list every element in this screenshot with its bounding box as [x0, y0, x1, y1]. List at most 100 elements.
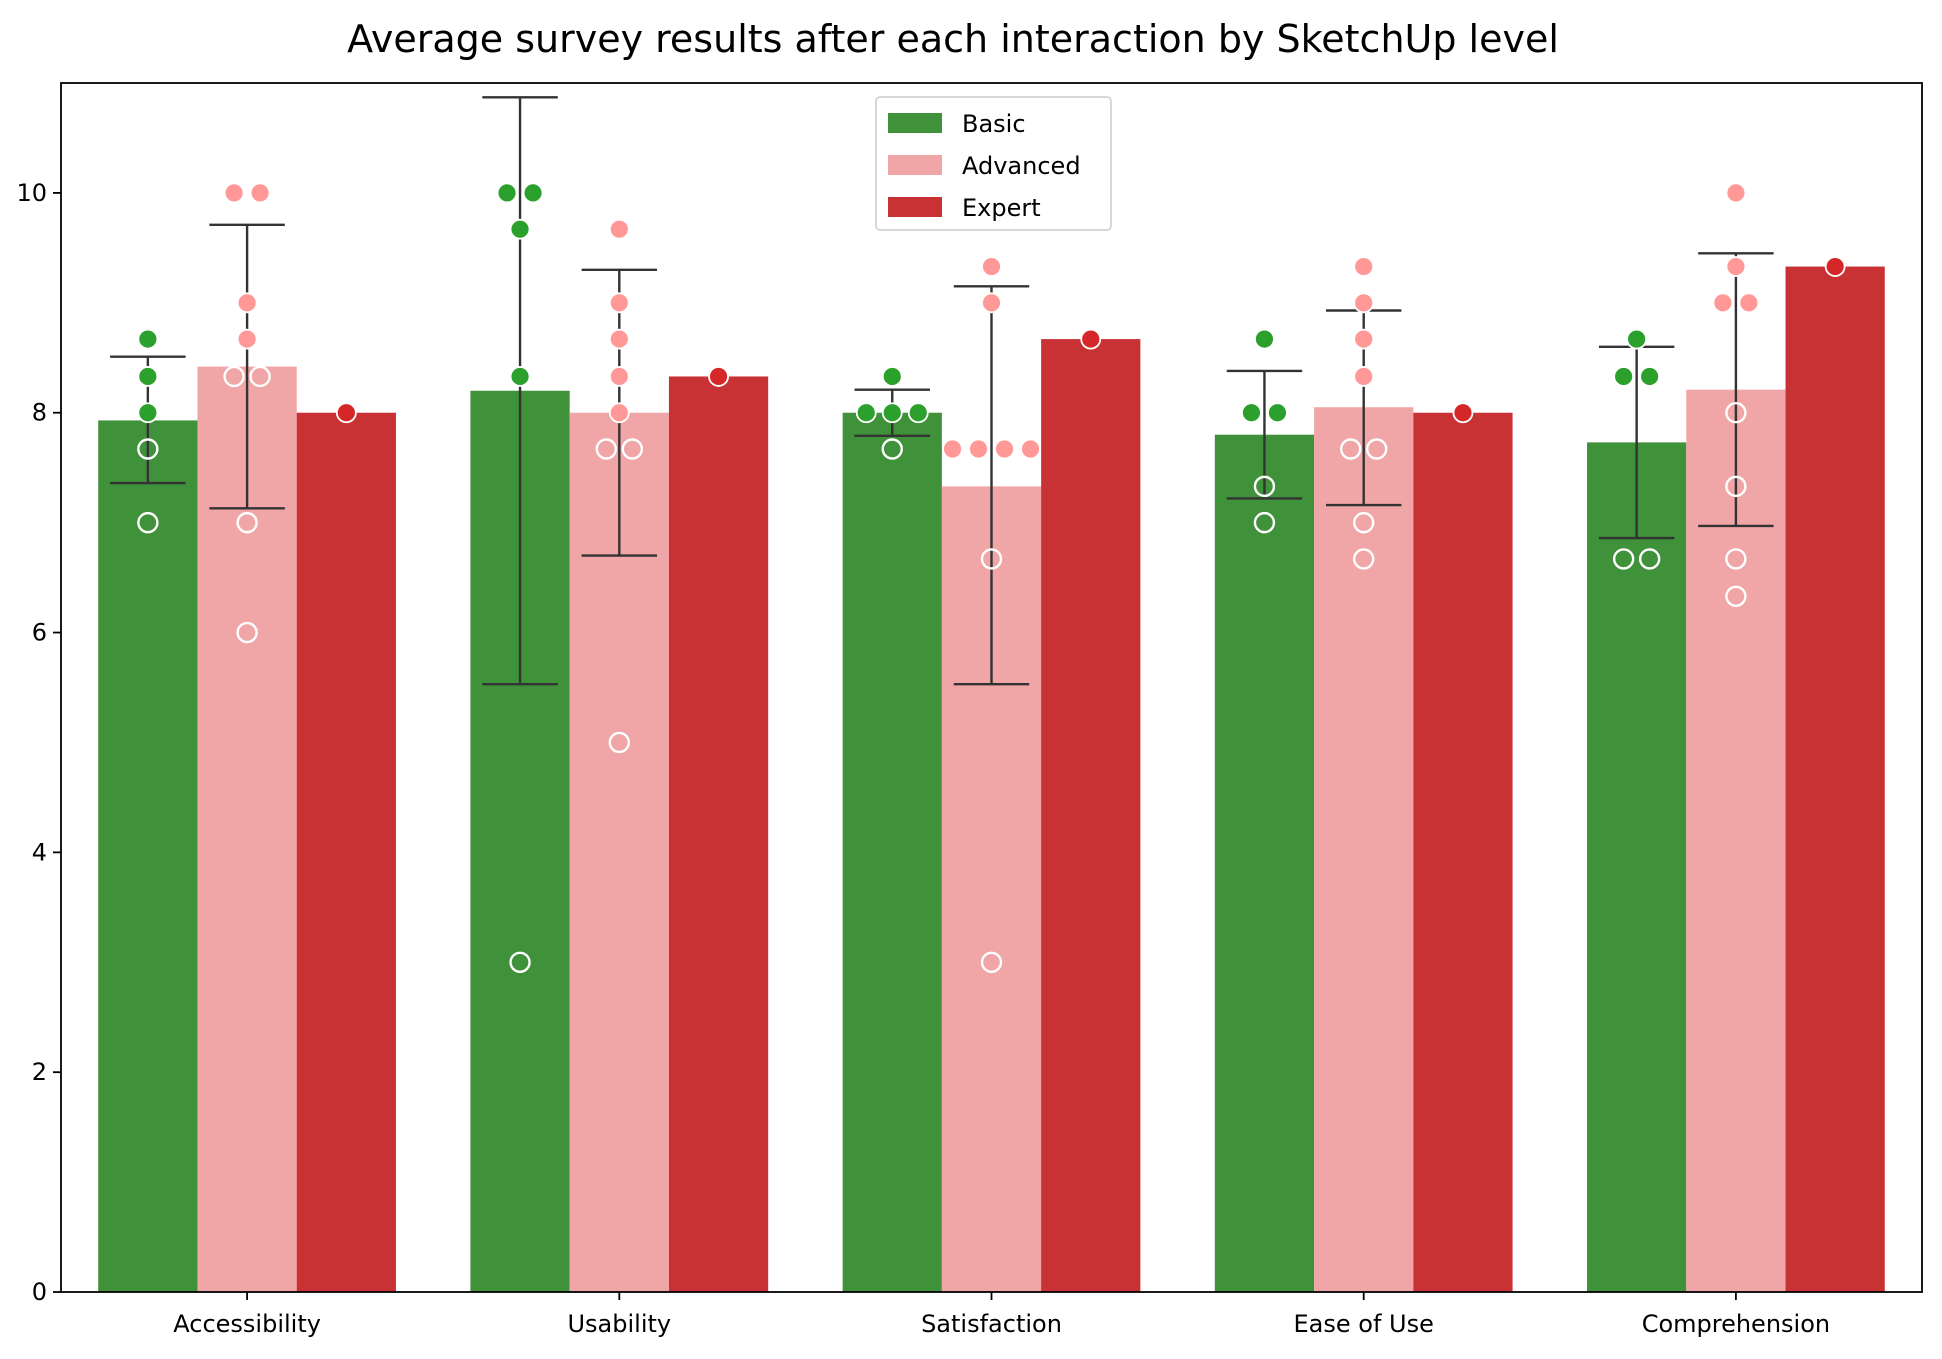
axes-layer: 0 2 4 6 8 10 Accessibility Usability Satisfactio… [16, 82, 1923, 1338]
chart-title: Average survey results after each intera… [347, 17, 1559, 61]
bar-expert-satisfaction [1041, 339, 1141, 1292]
y-tick-label: 2 [32, 1058, 47, 1086]
data-point-advanced [608, 292, 630, 314]
data-point-basic [137, 402, 159, 424]
data-point-expert [1824, 256, 1846, 277]
bar-advanced-usability [569, 412, 669, 1292]
bar-basic-ease-of-use [1214, 434, 1315, 1292]
data-point-basic [907, 402, 929, 424]
bars-layer [98, 266, 1885, 1293]
y-tick-label: 0 [32, 1278, 47, 1306]
data-point-expert [335, 402, 357, 424]
x-tick-label: Accessibility [173, 1310, 321, 1338]
data-point-basic [1639, 366, 1661, 387]
data-point-advanced [1353, 328, 1375, 350]
data-point-advanced [249, 182, 271, 204]
data-point-basic [1613, 366, 1635, 387]
data-point-basic [855, 402, 877, 424]
data-point-basic [137, 328, 159, 350]
legend-label-basic: Basic [962, 110, 1026, 138]
data-point-advanced [608, 328, 630, 350]
bar-expert-ease-of-use [1413, 412, 1513, 1292]
legend: Basic Advanced Expert [875, 96, 1112, 231]
bar-advanced-ease-of-use [1314, 407, 1414, 1292]
data-point-advanced [608, 402, 630, 424]
x-tick-label: Ease of Use [1294, 1310, 1434, 1338]
data-point-advanced [608, 218, 630, 240]
bar-basic-accessibility [98, 420, 198, 1292]
data-point-basic [1254, 328, 1275, 350]
bar-expert-usability [668, 376, 769, 1292]
data-point-advanced [236, 328, 258, 350]
data-point-advanced [1339, 438, 1362, 460]
data-point-expert [1080, 328, 1102, 350]
data-point-advanced [1725, 585, 1747, 607]
data-point-basic [496, 182, 518, 204]
data-point-advanced [236, 621, 258, 644]
data-point-basic [1253, 475, 1276, 498]
legend-label-advanced: Advanced [962, 152, 1081, 180]
data-point-basic [881, 402, 903, 424]
data-point-advanced [595, 438, 617, 460]
data-point-advanced [236, 292, 258, 314]
data-point-expert [1452, 402, 1474, 424]
data-point-advanced [968, 438, 989, 460]
data-point-advanced [621, 438, 643, 460]
data-point-basic [137, 438, 159, 460]
data-point-advanced [1353, 292, 1375, 314]
data-point-advanced [1725, 182, 1747, 204]
data-point-basic [1267, 402, 1288, 424]
data-point-basic [1612, 548, 1635, 570]
data-point-basic [1253, 511, 1276, 534]
bar-basic-satisfaction [842, 412, 942, 1292]
data-point-basic [509, 218, 531, 240]
data-point-basic [881, 438, 903, 460]
bar-expert-comprehension [1785, 266, 1885, 1292]
data-point-advanced [1365, 438, 1388, 460]
bar-expert-accessibility [296, 412, 396, 1292]
data-point-basic [509, 366, 531, 387]
data-point-advanced [1353, 256, 1375, 277]
x-tick-label: Satisfaction [921, 1310, 1062, 1338]
data-point-advanced [981, 292, 1002, 314]
data-point-expert [708, 366, 729, 387]
data-point-advanced [1352, 511, 1375, 534]
data-point-advanced [236, 511, 258, 534]
bar-basic-comprehension [1587, 442, 1687, 1293]
data-point-basic [1626, 328, 1648, 350]
error-bars-layer [110, 96, 1774, 686]
data-point-basic [1638, 548, 1661, 570]
data-point-advanced [1352, 548, 1375, 570]
x-tick-label: Usability [567, 1310, 671, 1338]
data-point-advanced [942, 438, 963, 460]
data-point-advanced [608, 366, 630, 387]
data-point-advanced [1725, 475, 1747, 498]
points-layer [137, 182, 1846, 973]
y-tick-label: 8 [32, 399, 47, 427]
legend-label-expert: Expert [962, 194, 1041, 222]
data-point-basic [137, 511, 159, 534]
data-point-basic [522, 182, 544, 204]
legend-swatch-advanced [888, 155, 942, 175]
data-point-advanced [223, 365, 245, 388]
data-point-advanced [994, 438, 1015, 460]
data-point-advanced [1725, 548, 1747, 570]
y-tick-label: 10 [16, 179, 47, 207]
y-tick-label: 6 [32, 619, 47, 647]
y-tick-label: 4 [32, 838, 47, 866]
data-point-advanced [249, 365, 271, 388]
bar-advanced-accessibility [197, 366, 297, 1293]
data-point-advanced [1725, 402, 1747, 424]
x-tick-label: Comprehension [1642, 1310, 1830, 1338]
data-point-advanced [1738, 292, 1760, 314]
data-point-advanced [1712, 292, 1734, 314]
data-point-advanced [1353, 366, 1375, 387]
data-point-basic [137, 366, 159, 387]
bar-advanced-comprehension [1686, 389, 1786, 1292]
data-point-advanced [980, 951, 1003, 973]
data-point-advanced [980, 548, 1003, 570]
data-point-advanced [981, 256, 1002, 277]
data-point-advanced [1020, 438, 1041, 460]
